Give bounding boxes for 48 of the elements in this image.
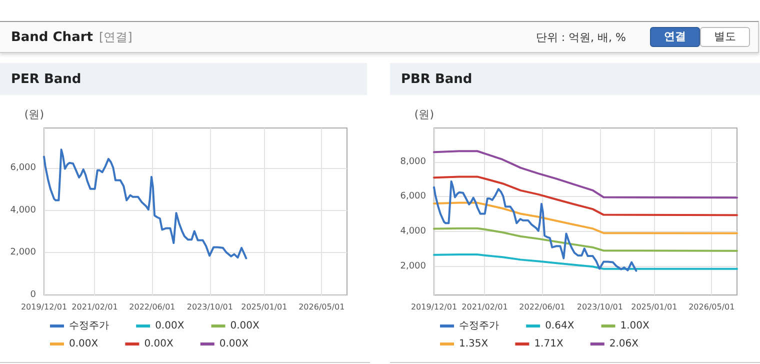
x-tick-label: 2021/02/01 bbox=[462, 302, 508, 312]
text: [연결] bbox=[98, 30, 132, 44]
text: 별도 bbox=[700, 27, 750, 47]
line-series bbox=[433, 150, 738, 199]
legend-label: 수정주가 bbox=[459, 320, 518, 332]
y-axis-title: (원) bbox=[414, 108, 434, 121]
line-series bbox=[433, 253, 738, 270]
line-series bbox=[433, 227, 738, 252]
y-tick-label: 6,000 bbox=[10, 163, 36, 174]
line-series bbox=[43, 148, 248, 260]
y-tick-label: 4,000 bbox=[10, 205, 36, 216]
legend-label: 0.00X bbox=[230, 320, 278, 332]
y-tick-label: 4,000 bbox=[400, 226, 426, 237]
legend-label: 0.00X bbox=[69, 338, 118, 350]
text: Band Chart bbox=[11, 30, 93, 45]
y-tick-label: 0 bbox=[30, 290, 36, 300]
y-tick-label: 2,000 bbox=[10, 248, 36, 258]
legend-label: 1.71X bbox=[534, 338, 582, 350]
y-tick-label: 2,000 bbox=[400, 261, 426, 272]
y-axis-title: (원) bbox=[24, 108, 44, 121]
x-tick-label: 2023/10/01 bbox=[186, 302, 233, 312]
x-tick-label: 2019/12/01 bbox=[410, 302, 458, 312]
legend-label: 0.00X bbox=[219, 338, 268, 350]
chart-title: PER Band bbox=[0, 63, 367, 95]
x-tick-label: 2023/10/01 bbox=[576, 302, 623, 312]
legend-label: 수정주가 bbox=[69, 320, 128, 332]
legend-label: 2.06X bbox=[609, 338, 658, 350]
legend-label: 0.00X bbox=[155, 320, 204, 332]
text: 연결 bbox=[650, 27, 700, 47]
x-tick-label: 2025/01/01 bbox=[241, 302, 288, 312]
legend-label: 0.64X bbox=[545, 320, 594, 332]
line-series bbox=[433, 176, 738, 216]
line-series bbox=[433, 202, 738, 234]
text: 단위 : 억원, 배, % bbox=[536, 30, 626, 45]
chart-title: PBR Band bbox=[390, 63, 760, 95]
legend-label: 0.00X bbox=[144, 338, 192, 350]
legend-label: 1.00X bbox=[620, 320, 668, 332]
legend-label: 1.35X bbox=[459, 338, 508, 350]
x-tick-label: 2026/05/01 bbox=[688, 302, 735, 312]
x-tick-label: 2025/01/01 bbox=[631, 302, 678, 312]
y-tick-label: 8,000 bbox=[400, 156, 426, 167]
x-tick-label: 2021/02/01 bbox=[72, 302, 118, 312]
y-tick-label: 6,000 bbox=[400, 192, 426, 202]
line-series bbox=[433, 180, 638, 272]
x-tick-label: 2022/06/01 bbox=[129, 302, 176, 312]
x-tick-label: 2019/12/01 bbox=[20, 302, 68, 312]
x-tick-label: 2022/06/01 bbox=[519, 302, 566, 312]
x-tick-label: 2026/05/01 bbox=[298, 302, 345, 312]
